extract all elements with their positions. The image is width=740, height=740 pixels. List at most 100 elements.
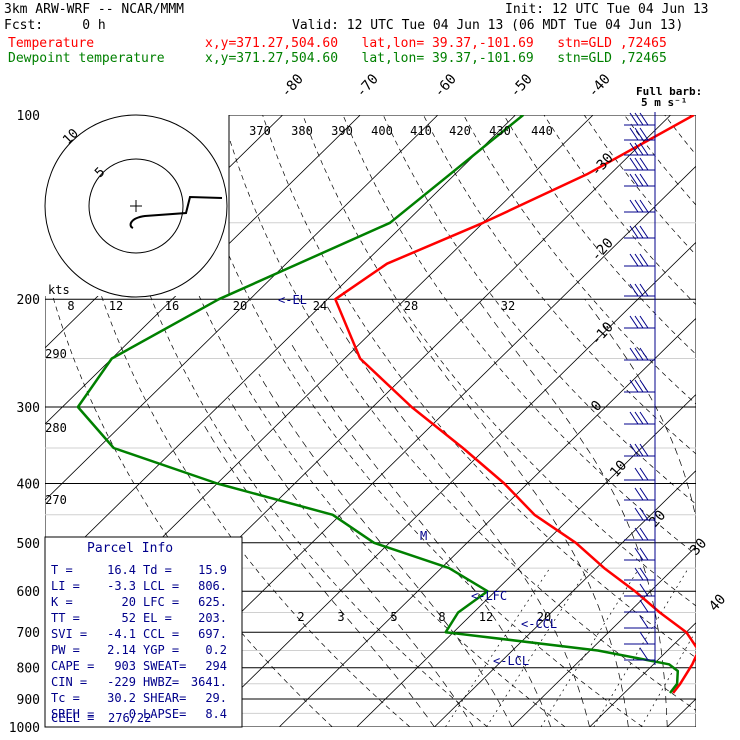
isotherm-label: -20 [588,235,617,265]
parcel-value: 8.4 [205,707,227,721]
isotherm-label: 10 [607,457,630,480]
hodograph-ring-5 [88,158,184,254]
parcel-value: 0.2 [205,643,227,657]
wind-barb-flag [634,567,644,581]
hodograph-unit: kts [48,283,70,297]
parcel-value: 52 [122,611,136,625]
moist-adiabat [258,373,513,727]
parcel-value: 3641. [191,675,227,689]
wind-barbs [624,112,656,665]
parcel-key: LCL = [143,579,179,593]
wind-barb-flag [629,127,639,141]
isobar-label-1000: 1000 [9,721,40,736]
parcel-value: -3.3 [107,579,136,593]
dry-adiabat [342,115,696,556]
mixing-ratio-label: 2 [297,610,304,624]
isobar-label-900: 900 [17,693,40,708]
wind-barb-flag [634,443,644,457]
parcel-value: 697. [198,627,227,641]
parcel-value: 294 [205,659,227,673]
parcel-info-box: Parcel Info T = 16.4 Td = 15.9 LI = -3.3 LCL = 8… [44,536,243,728]
parcel-key: CIN = [51,675,87,689]
parcel-value: 2.14 [107,643,136,657]
barb-note-unit: 5 m s⁻¹ [641,96,687,109]
isotherm-label: -30 [588,150,617,180]
speed-label: 12 [109,299,123,313]
isobar-label-500: 500 [17,537,40,552]
parcel-key: LAPSE= [143,707,186,721]
wind-barb-flag [634,379,644,393]
wind-barb-flag [639,379,649,393]
isotherm [434,469,696,727]
parcel-key: SWEAT= [143,659,186,673]
dry-adiabat [101,115,488,727]
parcel-value: 29. [205,691,227,705]
wind-barb-flag [629,443,639,457]
wind-barb-flag [629,199,639,213]
moist-adiabat [228,397,474,727]
wind-barb-flag [629,253,639,267]
dry-adiabat [61,115,411,727]
adiabat-label: 270 [45,493,67,507]
isotherm-label: 0 [588,398,606,415]
parcel-key: T = [51,563,73,577]
mixing-ratio-label: 3 [337,610,344,624]
wind-barb-flag [639,647,649,661]
parcel-value: 16.4 [107,563,136,577]
wind-barb-flag [639,631,649,645]
dry-adiabat [583,115,696,256]
isotherm-label: -60 [431,71,460,101]
lfc-marker: <-LFC [471,589,507,603]
cell-value: 276/22 [108,711,151,725]
moist-adiabat [709,299,740,727]
init-time: Init: 12 UTC Tue 04 Jun 13 [505,2,709,17]
wind-barb-flag [639,142,649,156]
adiabat-label: 280 [45,421,67,435]
wind-barb-flag [629,142,639,156]
isotherm-label: 40 [706,591,729,614]
wind-barb-flag [639,443,649,457]
isotherm [278,317,696,727]
mixing-ratio-label: 12 [479,610,493,624]
dry-adiabat [705,115,740,727]
dry-adiabat [222,115,696,711]
wind-barb-flag [634,347,644,361]
cell-label: CELL = [51,711,94,725]
wind-barb-flag [639,583,649,597]
wind-barb-flag [634,112,644,126]
dewpoint-legend: Dewpoint temperature [8,51,165,66]
wind-barb-flag [629,283,639,297]
wind-barb-flag [639,225,649,239]
mixing-ratio-line [445,567,551,727]
wind-barb-flag [634,487,644,501]
wind-barb-flag [639,173,649,187]
wind-barb-flag [629,157,639,171]
parcel-key: SVI = [51,627,87,641]
speed-label: 32 [501,299,515,313]
sounding-traces [76,115,696,694]
speed-label: 24 [313,299,327,313]
isotherm [45,115,361,425]
speed-label: 28 [404,299,418,313]
wind-barb-flag [639,527,649,541]
wind-barb-flag [639,199,649,213]
dry-adiabat [45,266,333,727]
wind-barb-flag [634,253,644,267]
mixing-ratio-label: 8 [438,610,445,624]
forecast-hour: Fcst: 0 h [4,18,106,33]
parcel-key: LI = [51,579,80,593]
dewpoint-location: x,y=371.27,504.60 lat,lon= 39.37,-101.69… [205,51,667,66]
wind-barb-flag [634,467,644,481]
m-marker: M [420,529,427,543]
isobar-label-400: 400 [17,477,40,492]
parcel-info-frame [44,536,243,728]
isobar-label-100: 100 [17,109,40,124]
moist-adiabat [477,298,668,727]
mixing-ratio-line [486,567,589,727]
isotherm [589,622,696,727]
parcel-value: 15.9 [198,563,227,577]
wind-barb-flag [634,507,644,521]
wind-barb-flag [634,127,644,141]
parcel-key: LFC = [143,595,179,609]
